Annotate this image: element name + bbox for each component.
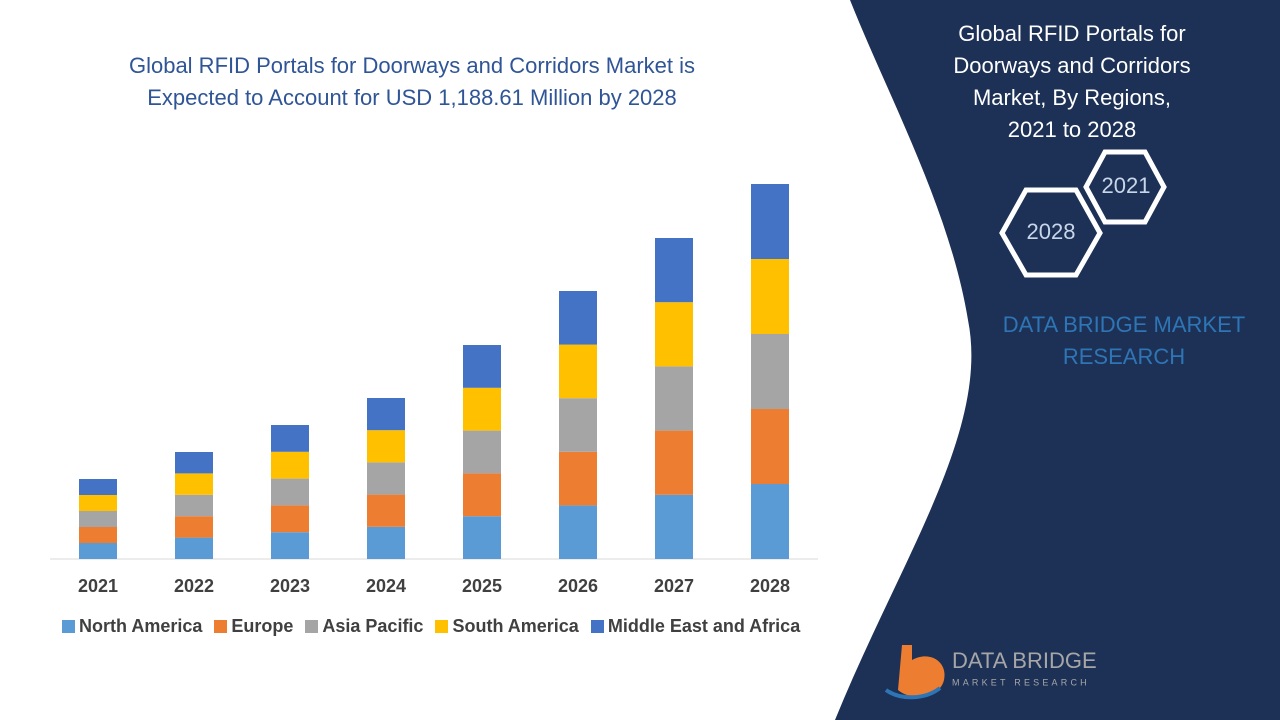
legend-label: North America [79, 616, 203, 636]
logo-name: DATA BRIDGE [952, 648, 1097, 673]
bar-segment [175, 516, 213, 538]
x-tick-label: 2026 [558, 576, 598, 596]
logo-tagline: MARKET RESEARCH [952, 677, 1090, 687]
bar-segment [271, 451, 309, 479]
legend: North America Europe Asia Pacific South Ame… [62, 616, 800, 637]
bar-segment [79, 527, 117, 543]
bar-segment [751, 334, 789, 409]
bar-segment [559, 344, 597, 399]
x-tick-label: 2025 [462, 576, 502, 596]
bar-segment [751, 484, 789, 559]
legend-item: South America [435, 616, 579, 637]
legend-swatch [214, 620, 228, 633]
panel-title: Global RFID Portals for [958, 21, 1185, 46]
hexagon [1083, 149, 1167, 225]
legend-label: Europe [231, 616, 294, 636]
legend-label: Middle East and Africa [607, 616, 801, 636]
bar-segment [271, 425, 309, 452]
chart-title: Expected to Account for USD 1,188.61 Mil… [147, 85, 677, 110]
bar-segment [175, 494, 213, 517]
legend-label: South America [452, 616, 579, 636]
bar-segment [559, 398, 597, 452]
x-tick-label: 2021 [78, 576, 118, 596]
panel-title: Doorways and Corridors [953, 53, 1190, 78]
bar-segment [79, 479, 117, 495]
hex-label: 2028 [1027, 219, 1076, 244]
bar-segment [175, 537, 213, 559]
bar-segment [367, 526, 405, 559]
legend-swatch [435, 620, 449, 633]
bar-segment [367, 494, 405, 527]
hex-label: 2021 [1102, 173, 1151, 198]
bar-segment [175, 473, 213, 495]
logo-swoosh [884, 686, 942, 700]
bar-segment [79, 543, 117, 559]
x-tick-label: 2024 [366, 576, 406, 596]
bar-segment [367, 398, 405, 431]
bar-segment [751, 184, 789, 259]
bar-segment [79, 495, 117, 511]
bar-segment [751, 259, 789, 334]
legend-item: Asia Pacific [305, 616, 423, 637]
bar-segment [655, 238, 693, 303]
bar-segment [655, 494, 693, 559]
legend-item: Europe [214, 616, 293, 637]
legend-label: Asia Pacific [322, 616, 424, 636]
bar-segment [79, 511, 117, 527]
x-tick-label: 2027 [654, 576, 694, 596]
bar-segment [559, 505, 597, 559]
x-tick-label: 2023 [270, 576, 310, 596]
bar-segment [271, 532, 309, 559]
logo: DATA BRIDGE MARKET RESEARCH [884, 645, 1097, 700]
hexagon [999, 187, 1103, 278]
bar-segment [463, 345, 501, 388]
side-panel-bg [835, 0, 1280, 720]
legend-swatch [590, 620, 604, 633]
bar-segment [559, 291, 597, 345]
bar-segment [655, 366, 693, 431]
x-tick-label: 2022 [174, 576, 214, 596]
panel-title: Market, By Regions, [973, 85, 1171, 110]
bar-segment [463, 473, 501, 517]
logo-mark [898, 645, 945, 697]
legend-item: Middle East and Africa [590, 616, 801, 637]
bar-segment [655, 430, 693, 495]
bar-segment [367, 430, 405, 463]
bar-segment [463, 387, 501, 431]
bar-segment [751, 409, 789, 484]
bar-segment [559, 451, 597, 506]
x-tick-label: 2028 [750, 576, 790, 596]
legend-swatch [62, 620, 75, 633]
bar-segment [271, 505, 309, 533]
bar-segment [175, 452, 213, 474]
bar-segment [367, 462, 405, 495]
brand-text: RESEARCH [1063, 344, 1185, 369]
bar-segment [463, 430, 501, 474]
brand-text: DATA BRIDGE MARKET [1003, 312, 1245, 337]
panel-title: 2021 to 2028 [1008, 117, 1136, 142]
chart-title: Global RFID Portals for Doorways and Cor… [129, 53, 695, 78]
bar-segment [463, 516, 501, 559]
bar-segment [271, 478, 309, 506]
legend-swatch [305, 620, 319, 633]
bar-segment [655, 302, 693, 367]
legend-item: North America [62, 616, 202, 637]
